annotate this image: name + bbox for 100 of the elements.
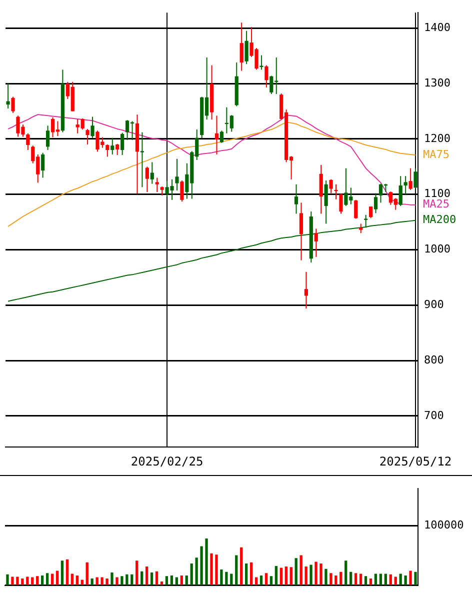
candlestick — [264, 64, 268, 88]
bar — [270, 576, 273, 585]
candlestick — [220, 130, 224, 144]
bar — [260, 576, 263, 585]
candlestick — [398, 176, 402, 206]
candlestick — [145, 166, 149, 193]
candlestick — [150, 162, 154, 184]
bar — [354, 573, 358, 585]
bar — [334, 576, 338, 585]
bar — [190, 564, 193, 585]
bar — [150, 572, 154, 585]
bar — [46, 573, 49, 585]
bar — [185, 576, 188, 585]
bar — [389, 574, 392, 585]
candlestick — [408, 168, 412, 190]
candlestick — [374, 192, 378, 214]
bar — [31, 577, 34, 585]
bar — [294, 558, 298, 585]
bar — [6, 574, 9, 585]
bar — [76, 576, 78, 585]
bar — [106, 578, 108, 585]
candlestick — [116, 143, 120, 156]
bar — [300, 555, 302, 585]
bar — [70, 574, 74, 585]
candlestick — [214, 115, 219, 155]
candlestick — [155, 177, 159, 193]
candlestick — [240, 22, 244, 72]
bar — [116, 577, 118, 585]
bar — [330, 573, 332, 585]
bar — [374, 574, 378, 585]
bar — [304, 566, 308, 585]
candlestick — [299, 202, 304, 261]
candlestick — [324, 180, 328, 224]
candlestick — [11, 96, 15, 114]
candlestick — [329, 178, 333, 194]
x-tick-label: 2025/05/12 — [379, 454, 452, 468]
bar — [96, 577, 98, 585]
bar — [250, 562, 253, 585]
bar — [404, 576, 407, 585]
bar — [11, 576, 14, 585]
bar — [50, 574, 54, 585]
bar — [359, 574, 362, 585]
bar — [349, 572, 352, 585]
bar — [245, 564, 248, 585]
candlestick — [41, 152, 45, 178]
bar — [40, 576, 44, 585]
bar — [16, 576, 19, 585]
x-tick-label: 2025/02/25 — [130, 454, 204, 468]
y-tick-label: 900 — [424, 298, 444, 312]
bar — [310, 564, 312, 585]
candlestick — [314, 228, 318, 258]
candlestick — [46, 125, 50, 151]
y-tick-label: 100000 — [424, 518, 464, 532]
bar — [80, 580, 84, 585]
candlestick — [368, 206, 373, 219]
series-label: MA200 — [423, 213, 456, 226]
bar — [320, 564, 322, 585]
bar — [110, 572, 114, 585]
bar — [100, 577, 104, 585]
bar — [130, 574, 134, 585]
candlestick — [260, 54, 264, 70]
candlestick — [180, 180, 184, 202]
candlestick — [26, 132, 30, 151]
y-tick-label: 1000 — [424, 242, 450, 256]
bar — [145, 566, 148, 585]
bar — [314, 562, 318, 585]
bar — [240, 547, 243, 585]
candlestick — [404, 176, 408, 195]
bar — [364, 576, 368, 585]
candlestick — [319, 164, 323, 214]
bar — [210, 553, 213, 585]
bar — [160, 581, 164, 585]
bar — [26, 576, 29, 585]
bar — [36, 576, 39, 585]
bar — [379, 574, 382, 585]
bar — [344, 560, 348, 585]
y-tick-label: 1200 — [424, 132, 450, 145]
y-tick-label: 800 — [424, 353, 444, 366]
candlestick — [120, 132, 124, 156]
bar — [155, 571, 158, 585]
bar — [60, 560, 64, 585]
bar — [170, 576, 174, 585]
candlestick — [140, 132, 144, 188]
bar — [175, 577, 178, 585]
candlestick — [304, 271, 308, 309]
bar — [290, 567, 292, 585]
series-label: MA75 — [423, 148, 450, 161]
y-tick-label: 1300 — [424, 76, 450, 90]
bar — [195, 558, 198, 585]
series-label: MA25 — [423, 198, 450, 211]
candlestick — [334, 184, 338, 200]
candlestick — [90, 116, 94, 138]
bar — [220, 570, 223, 585]
candlestick — [175, 158, 179, 191]
bar — [254, 577, 258, 585]
bar — [126, 574, 128, 585]
bar — [399, 574, 402, 585]
candlestick — [359, 223, 363, 234]
bar — [225, 572, 228, 585]
candlestick — [354, 199, 358, 220]
